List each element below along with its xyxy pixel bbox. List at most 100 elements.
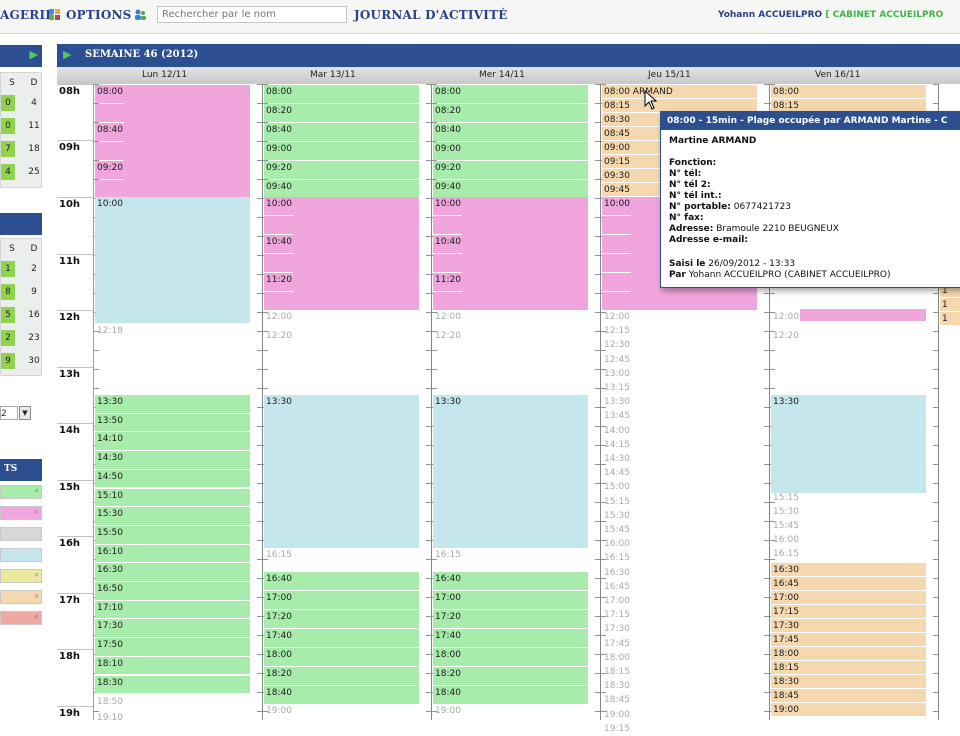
legend-swatch[interactable] xyxy=(0,548,42,562)
calendar-day[interactable]: 11 xyxy=(28,121,40,131)
time-slot[interactable]: 17:15 xyxy=(604,610,630,621)
legend-swatch[interactable] xyxy=(0,527,42,541)
time-slot[interactable]: 18:45 xyxy=(604,695,630,706)
next-month-icon[interactable]: ▶ xyxy=(29,48,38,61)
calendar-day[interactable]: 30 xyxy=(28,356,40,366)
calendar-day[interactable]: 7 xyxy=(1,141,15,157)
calendar-day[interactable]: 0 xyxy=(1,95,15,111)
play-icon[interactable]: ▶ xyxy=(63,48,72,61)
time-slot[interactable]: 15:30 xyxy=(95,507,250,525)
time-slot[interactable]: 16:45 xyxy=(771,577,926,590)
user-cabinet[interactable]: [ CABINET ACCUEILPRO xyxy=(825,10,944,20)
time-slot[interactable]: 19:15 xyxy=(604,723,630,734)
time-slot[interactable]: 14:45 xyxy=(604,468,630,479)
time-slot[interactable]: 16:10 xyxy=(95,544,250,563)
day-name-tue[interactable]: Mar 13/11 xyxy=(310,70,356,80)
legend-swatch[interactable]: ⌕ xyxy=(0,611,42,625)
legend-swatch[interactable]: ⌕ xyxy=(0,569,42,583)
time-slot[interactable]: 15:30 xyxy=(604,510,630,521)
appointment-panel[interactable] xyxy=(124,197,250,323)
time-slot[interactable]: 18:00 xyxy=(264,648,419,666)
calendar-day[interactable]: 25 xyxy=(28,167,40,177)
time-slot[interactable]: 17:20 xyxy=(433,610,588,628)
time-slot[interactable]: 09:20 xyxy=(433,161,588,179)
time-slot[interactable]: 17:00 xyxy=(264,591,419,609)
appointment-panel[interactable] xyxy=(293,197,419,309)
time-slot[interactable]: 13:00 xyxy=(604,368,630,379)
time-slot[interactable]: 08:15 xyxy=(771,99,926,112)
time-slot[interactable]: 18:45 xyxy=(771,689,926,702)
menu-options[interactable]: OPTIONS xyxy=(66,8,132,22)
day-name-fri[interactable]: Ven 16/11 xyxy=(815,70,861,80)
time-slot[interactable]: 1 xyxy=(940,312,960,325)
calendar-day[interactable]: 2 xyxy=(31,264,37,274)
calendar-day[interactable]: 0 xyxy=(1,118,15,134)
time-slot[interactable]: 16:30 xyxy=(95,563,250,581)
appointment-panel[interactable] xyxy=(462,395,588,548)
time-slot[interactable]: 17:50 xyxy=(95,638,250,656)
time-slot[interactable]: 09:40 xyxy=(433,180,588,198)
time-slot[interactable]: 16:15 xyxy=(773,549,799,559)
time-slot[interactable]: 08:00 xyxy=(433,85,588,103)
time-slot[interactable]: 18:20 xyxy=(264,667,419,685)
time-slot[interactable]: 09:20 xyxy=(264,161,419,179)
calendar-day[interactable]: 18 xyxy=(28,144,40,154)
time-slot[interactable]: 18:50 xyxy=(97,697,123,707)
time-slot[interactable]: 08:40 xyxy=(433,123,588,141)
time-slot[interactable]: 17:40 xyxy=(433,629,588,647)
time-slot[interactable]: 17:30 xyxy=(604,624,630,635)
time-slot[interactable]: 16:00 xyxy=(773,535,799,545)
search-icon[interactable]: ⌕ xyxy=(34,591,39,600)
time-slot[interactable]: 18:10 xyxy=(95,656,250,675)
time-slot[interactable]: 17:00 xyxy=(771,591,926,604)
year-select[interactable]: 2 xyxy=(0,406,18,420)
menu-journal-activite[interactable]: JOURNAL D'ACTIVITÉ xyxy=(354,8,508,22)
time-slot[interactable]: 13:45 xyxy=(604,411,630,422)
calendar-day[interactable]: 4 xyxy=(1,164,15,180)
time-slot[interactable]: 13:30 xyxy=(95,395,250,413)
time-slot[interactable]: 12:00 xyxy=(773,312,799,322)
time-slot[interactable]: 17:30 xyxy=(95,619,250,638)
time-slot[interactable]: 16:50 xyxy=(95,582,250,600)
time-slot[interactable]: 12:00 xyxy=(435,312,461,322)
time-slot[interactable]: 15:15 xyxy=(604,496,630,507)
time-slot[interactable]: 19:00 xyxy=(771,703,926,716)
time-slot[interactable]: 17:10 xyxy=(95,600,250,619)
legend-swatch[interactable]: ⌕ xyxy=(0,506,42,520)
time-slot[interactable]: 19:00 xyxy=(435,706,461,716)
time-slot[interactable]: 09:00 xyxy=(433,142,588,160)
time-slot[interactable]: 18:30 xyxy=(95,675,250,694)
time-slot[interactable]: 08:20 xyxy=(433,104,588,122)
time-slot[interactable]: 18:30 xyxy=(604,681,630,692)
time-slot[interactable]: 12:00 xyxy=(266,312,292,322)
search-icon[interactable]: ⌕ xyxy=(34,570,39,579)
calendar-day[interactable]: 2 xyxy=(1,330,15,346)
time-slot[interactable]: 08:00 xyxy=(771,85,926,98)
time-slot[interactable]: 12:20 xyxy=(773,331,799,341)
time-slot[interactable]: 15:50 xyxy=(95,525,250,544)
time-slot[interactable]: 18:00 xyxy=(771,647,926,660)
time-slot[interactable]: 17:00 xyxy=(604,596,630,606)
time-slot[interactable]: 09:00 xyxy=(264,142,419,160)
calendar-day[interactable]: 8 xyxy=(1,284,15,300)
calendar-day[interactable]: 4 xyxy=(31,98,37,108)
time-slot[interactable]: 12:00 xyxy=(604,312,630,322)
time-slot[interactable]: 16:45 xyxy=(604,581,630,592)
time-slot[interactable]: 08:00 ARMAND xyxy=(602,85,757,98)
time-slot[interactable]: 17:40 xyxy=(264,629,419,647)
appointment-panel[interactable] xyxy=(462,197,588,309)
time-slot[interactable]: 14:30 xyxy=(604,454,630,464)
chevron-down-icon[interactable]: ▼ xyxy=(19,406,31,420)
time-slot[interactable]: 19:10 xyxy=(97,713,123,723)
time-slot[interactable]: 14:50 xyxy=(95,469,250,488)
time-slot[interactable]: 16:15 xyxy=(604,553,630,564)
time-slot[interactable]: 19:00 xyxy=(266,706,292,716)
time-slot[interactable]: 17:30 xyxy=(771,619,926,632)
time-slot[interactable]: 14:30 xyxy=(95,451,250,469)
search-icon[interactable]: ⌕ xyxy=(34,612,39,621)
day-name-wed[interactable]: Mer 14/11 xyxy=(479,70,525,80)
time-slot[interactable]: 15:30 xyxy=(773,507,799,517)
time-slot[interactable]: 18:40 xyxy=(433,686,588,704)
time-slot[interactable]: 08:15 xyxy=(602,99,757,112)
legend-swatch[interactable]: ⌕ xyxy=(0,485,42,499)
